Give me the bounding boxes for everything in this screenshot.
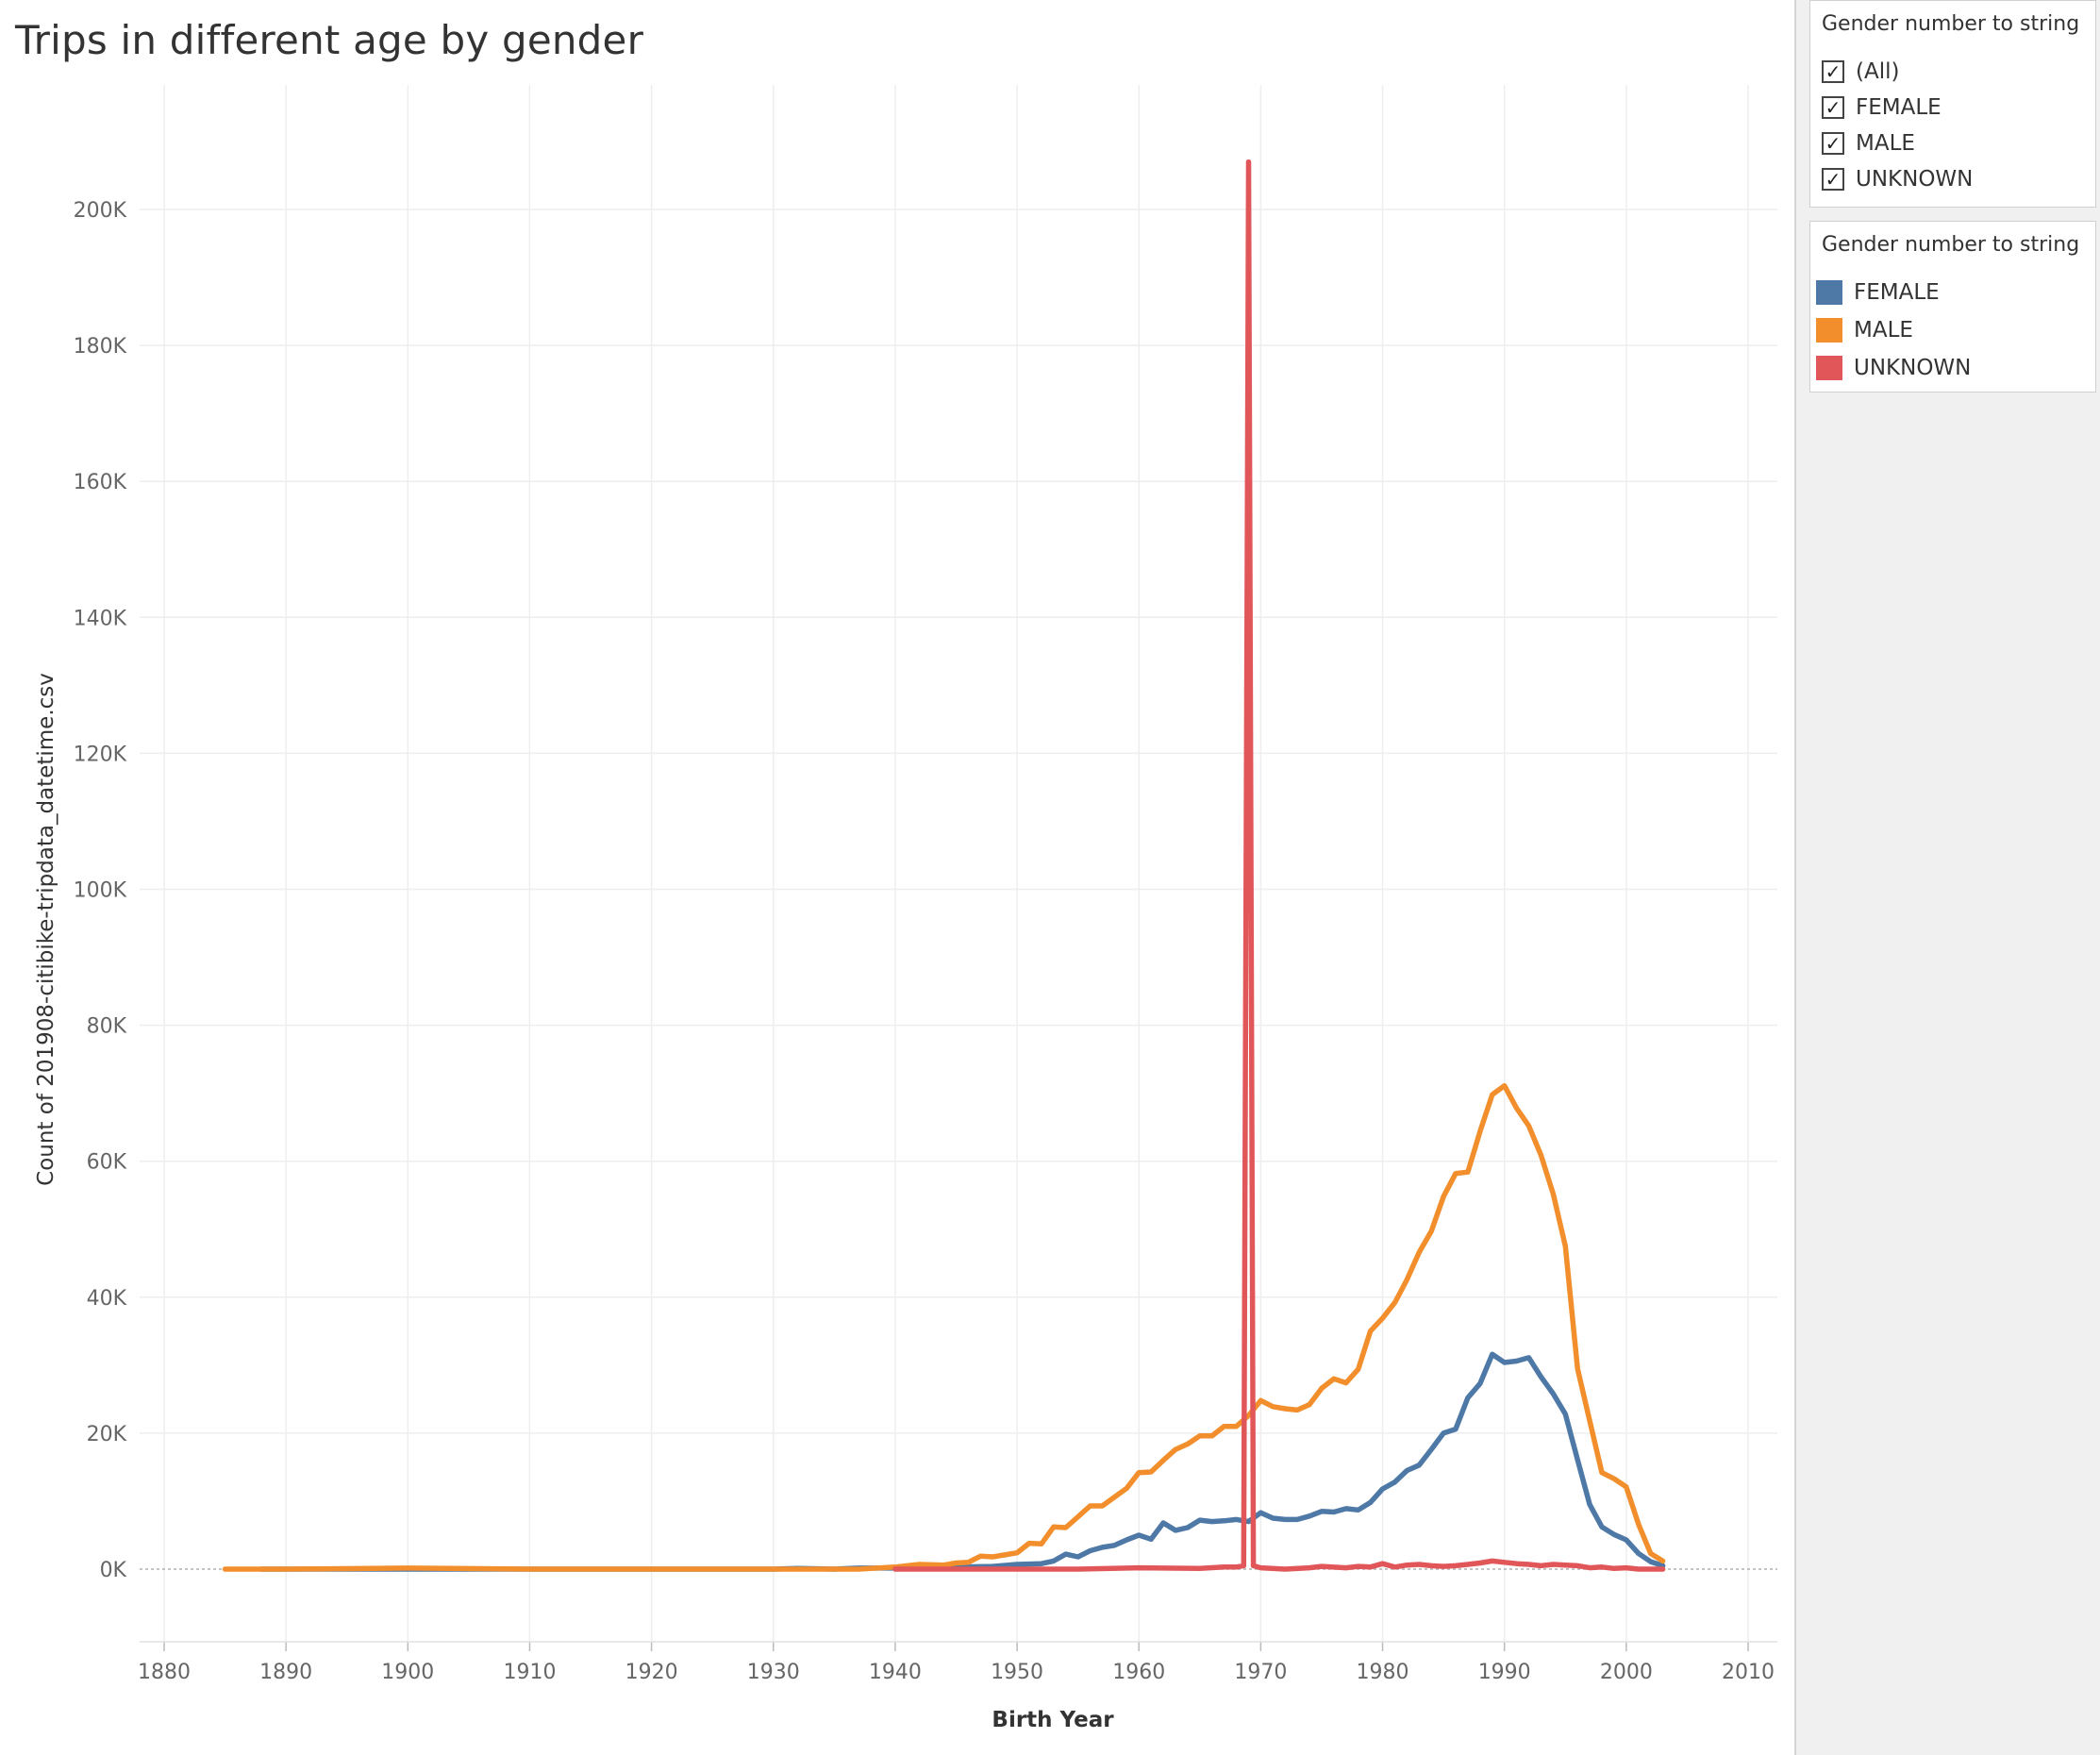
x-tick-label: 2010 — [1722, 1661, 1775, 1684]
series-lines — [222, 159, 1666, 1572]
legend-item-label: MALE — [1854, 318, 1913, 343]
checkbox-checked-icon[interactable]: ✓ — [1822, 132, 1844, 155]
filter-item-label: FEMALE — [1856, 95, 1942, 120]
x-tick-label: 1900 — [381, 1661, 434, 1684]
x-tick-label: 1890 — [259, 1661, 312, 1684]
legend-item-unknown[interactable]: UNKNOWN — [1816, 352, 1971, 384]
checkbox-checked-icon[interactable]: ✓ — [1822, 60, 1844, 83]
x-axis-title: Birth Year — [992, 1708, 1114, 1732]
legend-item-label: FEMALE — [1854, 280, 1940, 305]
filter-item-unknown[interactable]: ✓ UNKNOWN — [1822, 163, 1973, 195]
grid — [140, 85, 1777, 1642]
filter-item-all[interactable]: ✓ (All) — [1822, 56, 1899, 88]
x-tick-label: 1950 — [991, 1661, 1043, 1684]
filter-item-label: (All) — [1856, 59, 1900, 84]
x-tick-label: 1910 — [503, 1661, 556, 1684]
filter-title: Gender number to string — [1822, 12, 2080, 36]
x-tick-label: 1990 — [1478, 1661, 1531, 1684]
legend-item-male[interactable]: MALE — [1816, 314, 1913, 346]
x-tick-label: 1940 — [869, 1661, 922, 1684]
filter-item-label: UNKNOWN — [1856, 167, 1974, 192]
gender-filter-card: Gender number to string ✓ (All) ✓ FEMALE… — [1809, 0, 2096, 208]
y-axis-title: Count of 201908-citibike-tripdata_dateti… — [34, 673, 58, 1186]
x-tick-label: 1930 — [747, 1661, 800, 1684]
series-line-male[interactable] — [222, 1082, 1666, 1572]
y-tick-label: 200K — [74, 199, 127, 223]
chart-title: Trips in different age by gender — [15, 17, 644, 63]
x-tick-label: 1920 — [625, 1661, 678, 1684]
legend-item-label: UNKNOWN — [1854, 356, 1972, 380]
side-panel: Gender number to string ✓ (All) ✓ FEMALE… — [1794, 0, 2100, 1755]
legend-swatch — [1816, 280, 1842, 305]
legend-swatch — [1816, 356, 1842, 380]
x-tick-label: 1960 — [1112, 1661, 1165, 1684]
x-tick-label: 1970 — [1234, 1661, 1287, 1684]
x-tick-label: 1880 — [138, 1661, 191, 1684]
color-legend-card: Gender number to string FEMALE MALE UNKN… — [1809, 221, 2096, 393]
y-tick-label: 100K — [74, 879, 127, 903]
series-line-female[interactable] — [258, 1351, 1666, 1572]
y-tick-label: 60K — [87, 1151, 127, 1175]
line-chart: 1880 1890 1900 1910 1920 1930 1940 1950 1960 1970… — [34, 85, 1777, 1732]
y-tick-label: 120K — [74, 743, 127, 766]
legend-title: Gender number to string — [1822, 233, 2080, 257]
y-tick-label: 80K — [87, 1015, 127, 1039]
legend-swatch — [1816, 318, 1842, 343]
y-tick-label: 180K — [74, 335, 127, 359]
x-tick-label: 2000 — [1600, 1661, 1653, 1684]
y-tick-label: 40K — [87, 1287, 127, 1311]
axes: 1880 1890 1900 1910 1920 1930 1940 1950 1960 1970… — [34, 199, 1777, 1732]
y-tick-label: 160K — [74, 471, 127, 494]
checkbox-checked-icon[interactable]: ✓ — [1822, 96, 1844, 119]
filter-item-female[interactable]: ✓ FEMALE — [1822, 92, 1942, 124]
y-tick-label: 0K — [100, 1559, 127, 1582]
filter-item-label: MALE — [1856, 131, 1915, 156]
checkbox-checked-icon[interactable]: ✓ — [1822, 168, 1844, 191]
y-tick-label: 20K — [87, 1423, 127, 1446]
series-line-unknown[interactable] — [892, 159, 1666, 1572]
y-tick-label: 140K — [74, 607, 127, 630]
x-tick-label: 1980 — [1357, 1661, 1409, 1684]
legend-item-female[interactable]: FEMALE — [1816, 276, 1940, 309]
filter-item-male[interactable]: ✓ MALE — [1822, 127, 1915, 159]
